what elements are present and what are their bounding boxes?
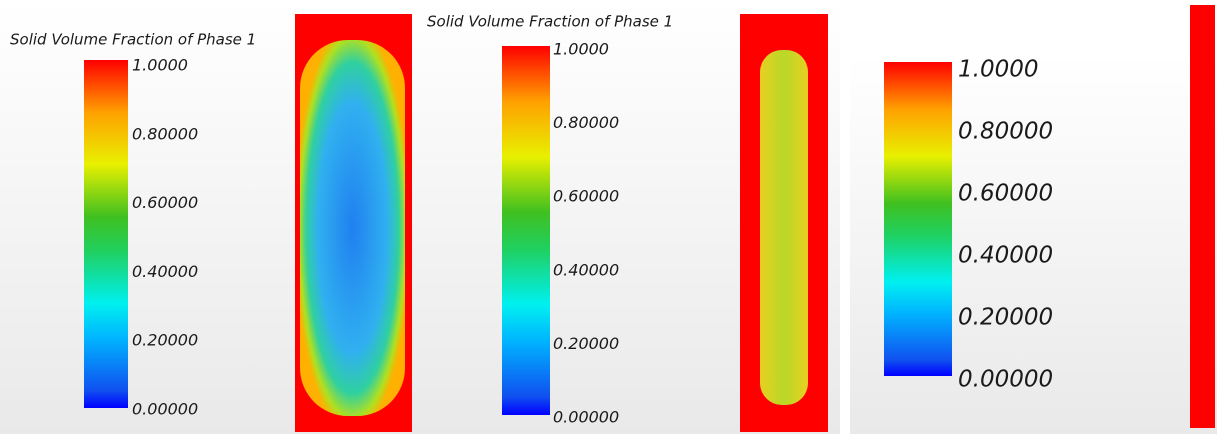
tick-label: 0.40000 — [553, 260, 619, 279]
tick-label: 1.0000 — [553, 40, 609, 59]
tick-label: 0.80000 — [132, 124, 198, 143]
tick-label: 0.00000 — [553, 408, 619, 427]
tick-label: 0.60000 — [553, 187, 619, 206]
panel-title: Solid Volume Fraction of Phase 1 — [427, 13, 673, 31]
tick-label: 0.80000 — [958, 119, 1053, 145]
particle-region — [300, 40, 405, 416]
tick-label: 0.80000 — [553, 113, 619, 132]
tick-label: 0.00000 — [958, 367, 1053, 393]
color-bar — [502, 46, 550, 415]
particle-region — [760, 50, 808, 405]
tick-label: 0.40000 — [958, 243, 1053, 269]
tick-label: 0.60000 — [132, 193, 198, 212]
tick-label: 0.20000 — [553, 334, 619, 353]
tick-label: 0.00000 — [132, 400, 198, 419]
tick-label: 1.0000 — [958, 57, 1038, 83]
domain — [1190, 5, 1215, 428]
tick-label: 0.20000 — [958, 305, 1053, 331]
tick-label: 0.60000 — [958, 181, 1053, 207]
tick-label: 0.40000 — [132, 262, 198, 281]
color-bar — [884, 62, 952, 376]
tick-label: 0.20000 — [132, 331, 198, 350]
color-bar — [84, 60, 128, 408]
panel-title: Solid Volume Fraction of Phase 1 — [10, 31, 256, 49]
tick-label: 1.0000 — [132, 56, 188, 75]
